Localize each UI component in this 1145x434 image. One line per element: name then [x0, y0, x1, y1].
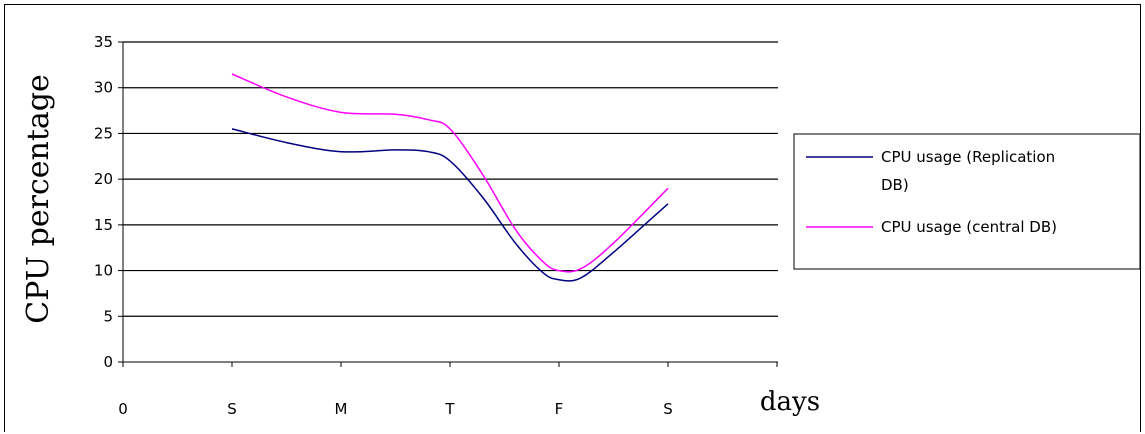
y-tick-label: 10 — [94, 262, 113, 280]
y-tick-label: 15 — [94, 216, 113, 234]
gridlines — [123, 41, 778, 317]
y-tick-labels: 0 5 10 15 20 25 30 35 — [94, 33, 113, 371]
y-tick-label: 0 — [103, 353, 113, 371]
x-tick-label: S — [663, 400, 673, 418]
series-line-central-db — [231, 73, 669, 273]
series-line-replication-db — [231, 128, 669, 282]
y-tick-label: 35 — [94, 33, 113, 51]
x-tick-label-origin: 0 — [118, 400, 128, 418]
y-tick-label: 25 — [94, 124, 113, 142]
y-tick-label: 20 — [94, 170, 113, 188]
series-lines — [231, 73, 669, 282]
x-tick-label: S — [227, 400, 237, 418]
axes — [118, 41, 778, 367]
y-tick-label: 5 — [103, 307, 113, 325]
x-tick-label: F — [555, 400, 564, 418]
x-tick-label: M — [335, 400, 348, 418]
x-tick-label: T — [444, 400, 455, 418]
y-tick-label: 30 — [94, 79, 113, 97]
y-axis-label: CPU percentage — [21, 74, 56, 324]
legend-label: CPU usage (Replication DB) — [881, 148, 1055, 194]
x-axis-label: days — [760, 387, 820, 417]
legend: CPU usage (Replication DB) CPU usage (cent… — [793, 133, 1141, 270]
x-tick-labels: 0 S M T F S — [118, 400, 673, 418]
legend-label: CPU usage (central DB) — [881, 218, 1057, 236]
